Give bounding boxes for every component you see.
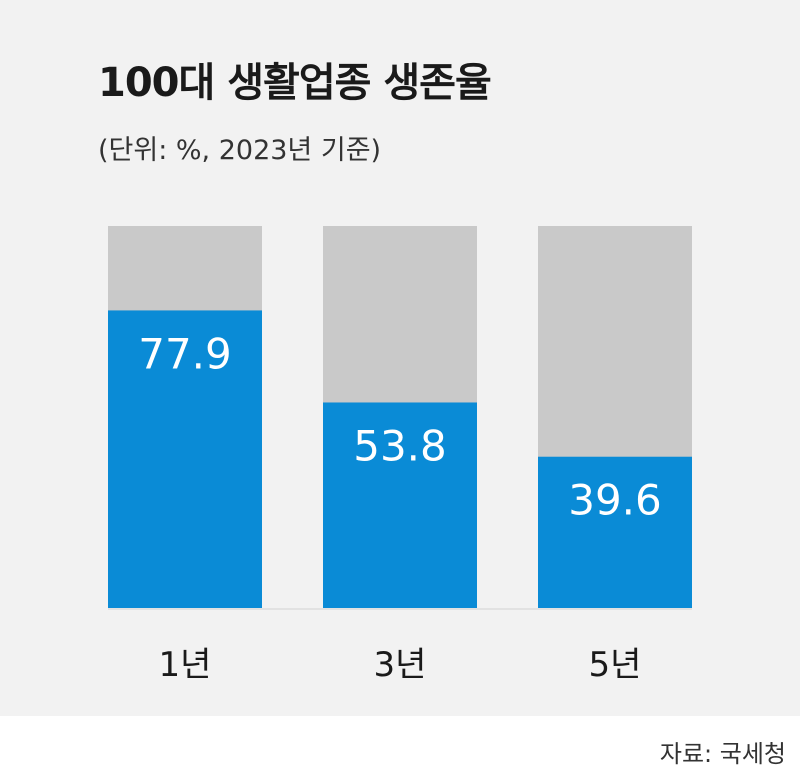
bar-value [108,310,262,608]
bar-value [538,456,692,608]
bar-value-label: 77.9 [138,329,232,378]
chart-title: 100대 생활업종 생존율 [98,60,492,106]
source-note: 자료: 국세청 [659,740,786,768]
category-label: 5년 [589,645,642,685]
category-label: 3년 [374,645,427,685]
baseline [108,608,692,610]
bar-value [323,402,477,608]
chart-subtitle: (단위: %, 2023년 기준) [98,135,382,166]
bar-value-label: 53.8 [353,421,447,470]
category-label: 1년 [159,645,212,685]
bar-value-label: 39.6 [568,476,662,525]
bar-chart: 77.9 1년 53.8 3년 39.6 5년 [108,226,692,685]
